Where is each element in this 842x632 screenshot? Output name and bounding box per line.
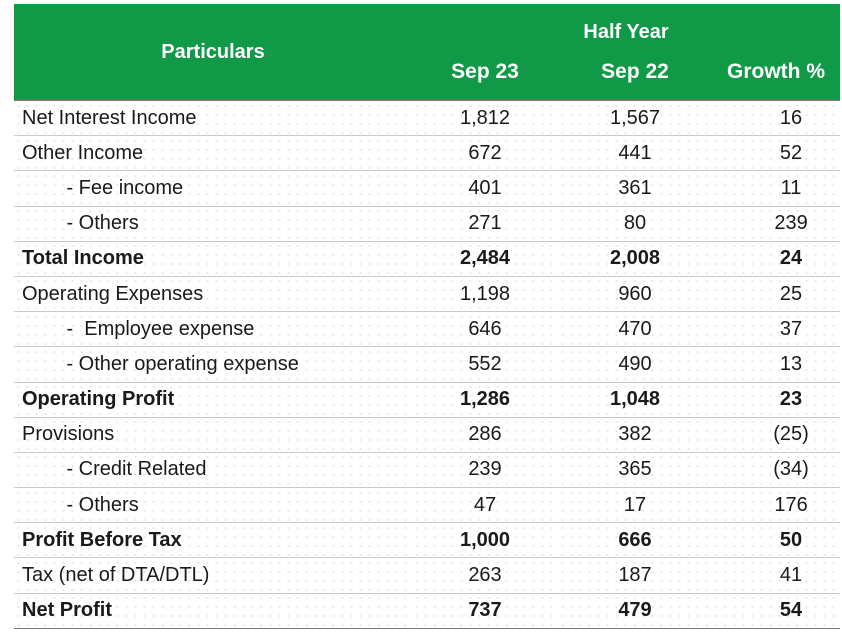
half-year-results-table: Particulars Half Year Sep 23 Sep 22 Grow… — [14, 4, 841, 629]
row-label: - Others — [14, 487, 412, 524]
table-row: - Others 271 80 239 — [14, 206, 841, 242]
row-label: Profit Before Tax — [14, 522, 412, 559]
sep22-value: 382 — [558, 417, 712, 453]
table-row: Operating Expenses 1,198 960 25 — [14, 276, 841, 313]
growth-header: Growth % — [712, 60, 841, 101]
total-row: Total Income 2,484 2,008 24 — [14, 241, 841, 277]
sep23-value: 1,198 — [412, 276, 558, 313]
sep23-value: 1,812 — [412, 99, 558, 137]
sep22-value: 365 — [558, 452, 712, 489]
row-label: Operating Expenses — [14, 276, 412, 313]
table-header: Particulars Half Year Sep 23 Sep 22 Grow… — [14, 4, 841, 101]
sep23-value: 737 — [412, 593, 558, 629]
table-row: Net Interest Income 1,812 1,567 16 — [14, 99, 841, 137]
table-row: - Other operating expense 552 490 13 — [14, 346, 841, 383]
sep23-value: 672 — [412, 135, 558, 172]
growth-value: 52 — [712, 135, 841, 172]
sep22-value: 2,008 — [558, 241, 712, 277]
table-row: Other Income 672 441 52 — [14, 135, 841, 172]
sep23-value: 2,484 — [412, 241, 558, 277]
row-label: - Others — [14, 206, 412, 242]
sep22-header: Sep 22 — [558, 60, 712, 101]
sep22-value: 80 — [558, 206, 712, 242]
table-row: Tax (net of DTA/DTL) 263 187 41 — [14, 557, 841, 594]
sep23-value: 646 — [412, 311, 558, 348]
row-label: - Credit Related — [14, 452, 412, 489]
sep23-value: 401 — [412, 170, 558, 207]
sep23-value: 47 — [412, 487, 558, 524]
growth-value: 176 — [712, 487, 841, 524]
growth-value: 16 — [712, 99, 841, 137]
table-body: Net Interest Income 1,812 1,567 16 Other… — [14, 99, 841, 629]
growth-value: 54 — [712, 593, 841, 629]
sep22-value: 490 — [558, 346, 712, 383]
financial-table-container: Particulars Half Year Sep 23 Sep 22 Grow… — [14, 4, 841, 629]
growth-value: 25 — [712, 276, 841, 313]
total-row: Profit Before Tax 1,000 666 50 — [14, 522, 841, 559]
row-label: Net Interest Income — [14, 99, 412, 137]
row-label: Operating Profit — [14, 382, 412, 418]
row-label: - Fee income — [14, 170, 412, 207]
sep22-value: 479 — [558, 593, 712, 629]
table-row: - Employee expense 646 470 37 — [14, 311, 841, 348]
growth-value: 239 — [712, 206, 841, 242]
sep22-value: 17 — [558, 487, 712, 524]
sep23-value: 1,286 — [412, 382, 558, 418]
growth-value: 24 — [712, 241, 841, 277]
table-row: - Fee income 401 361 11 — [14, 170, 841, 207]
row-label: - Employee expense — [14, 311, 412, 348]
growth-value: 11 — [712, 170, 841, 207]
sep22-value: 1,567 — [558, 99, 712, 137]
row-label: Net Profit — [14, 593, 412, 629]
sep23-value: 239 — [412, 452, 558, 489]
sep22-value: 666 — [558, 522, 712, 559]
sep23-header: Sep 23 — [412, 60, 558, 101]
growth-value: 50 — [712, 522, 841, 559]
sep23-value: 263 — [412, 557, 558, 594]
total-row: Operating Profit 1,286 1,048 23 — [14, 382, 841, 418]
sep23-value: 552 — [412, 346, 558, 383]
particulars-header: Particulars — [14, 4, 412, 101]
sep22-value: 960 — [558, 276, 712, 313]
sep22-value: 441 — [558, 135, 712, 172]
sep22-value: 1,048 — [558, 382, 712, 418]
total-row: Net Profit 737 479 54 — [14, 593, 841, 629]
growth-value: 37 — [712, 311, 841, 348]
growth-value: (25) — [712, 417, 841, 453]
growth-value: 13 — [712, 346, 841, 383]
growth-value: (34) — [712, 452, 841, 489]
sep22-value: 470 — [558, 311, 712, 348]
row-label: Provisions — [14, 417, 412, 453]
sep22-value: 187 — [558, 557, 712, 594]
table-row: Provisions 286 382 (25) — [14, 417, 841, 453]
sep23-value: 1,000 — [412, 522, 558, 559]
sep22-value: 361 — [558, 170, 712, 207]
row-label: Tax (net of DTA/DTL) — [14, 557, 412, 594]
growth-value: 41 — [712, 557, 841, 594]
table-row: - Credit Related 239 365 (34) — [14, 452, 841, 489]
growth-value: 23 — [712, 382, 841, 418]
row-label: - Other operating expense — [14, 346, 412, 383]
row-label: Total Income — [14, 241, 412, 277]
table-row: - Others 47 17 176 — [14, 487, 841, 524]
half-year-header: Half Year — [412, 4, 841, 60]
sep23-value: 286 — [412, 417, 558, 453]
row-label: Other Income — [14, 135, 412, 172]
sep23-value: 271 — [412, 206, 558, 242]
